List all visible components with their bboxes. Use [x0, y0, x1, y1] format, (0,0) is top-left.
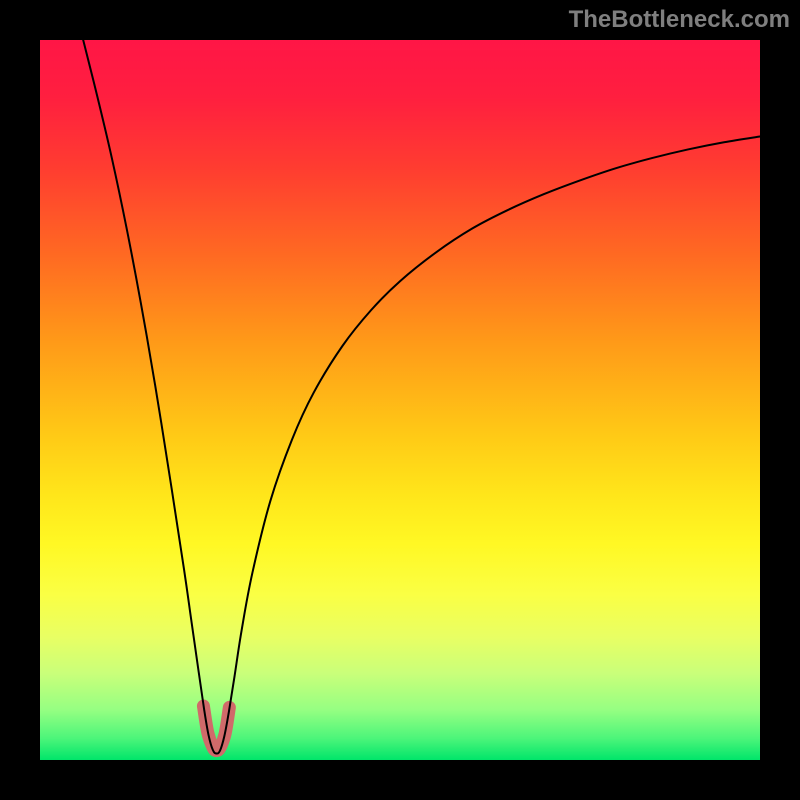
chart-svg — [0, 0, 800, 800]
watermark-text: TheBottleneck.com — [569, 6, 790, 34]
gradient-background — [40, 40, 760, 760]
chart-container: TheBottleneck.com — [0, 0, 800, 800]
